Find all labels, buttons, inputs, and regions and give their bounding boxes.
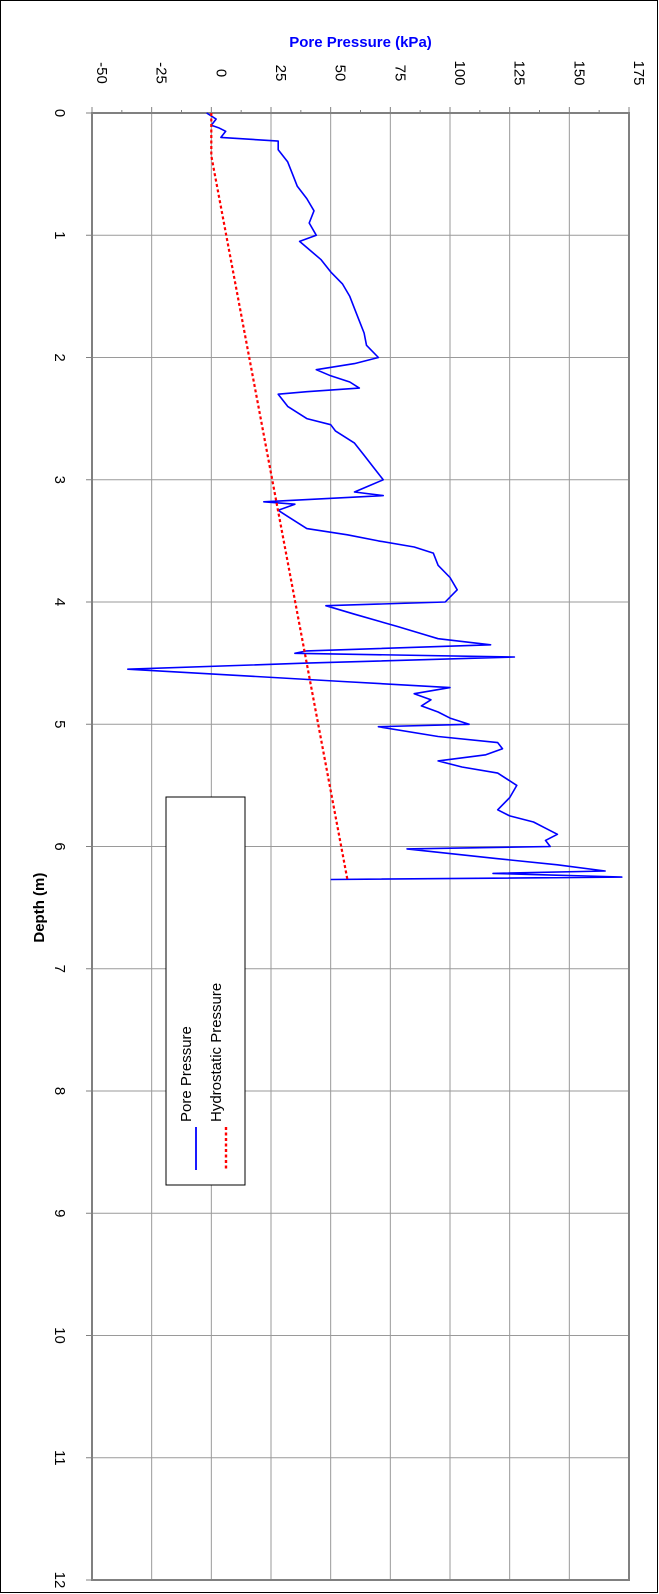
series-line-pore-pressure: [127, 112, 623, 881]
y-tick-label: 1: [51, 231, 68, 239]
y-tick-label: 7: [51, 965, 68, 973]
series-lines: [127, 112, 623, 881]
x-tick-label: 100: [451, 60, 468, 85]
y-tick-label: 11: [51, 1450, 68, 1466]
y-tick-label: 4: [51, 598, 68, 606]
plot-area-frame: [91, 112, 630, 1581]
x-tick-labels: -50 -25 0 25 50 75 100 125 150 175: [93, 60, 647, 85]
x-tick-label: 25: [272, 65, 289, 82]
x-tick-label: 150: [570, 60, 587, 85]
series-line-hydrostatic-pressure: [210, 113, 349, 880]
y-tick-label: 2: [51, 353, 68, 361]
x-tick-label: 75: [391, 65, 408, 82]
x-tick-label: 175: [630, 60, 647, 85]
x-axis-title: Pore Pressure (kPa): [289, 34, 432, 51]
y-axis-title: Depth (m): [31, 873, 48, 943]
x-tick-label: -50: [93, 62, 110, 84]
y-tick-label: 10: [51, 1327, 68, 1344]
legend-label-pore-pressure: Pore Pressure: [178, 1026, 195, 1122]
x-tick-label: 50: [332, 65, 349, 82]
axes: [86, 107, 630, 1581]
legend-box: [165, 796, 246, 1186]
y-tick-label: 9: [51, 1209, 68, 1217]
legend-label-hydrostatic-pressure: Hydrostatic Pressure: [208, 983, 225, 1122]
y-tick-label: 5: [51, 720, 68, 728]
y-tick-label: 3: [51, 476, 68, 484]
legend: Pore Pressure Hydrostatic Pressure: [165, 796, 246, 1186]
x-tick-label: 0: [212, 69, 229, 77]
y-tick-label: 12: [51, 1572, 68, 1589]
x-tick-label: 125: [511, 60, 528, 85]
y-tick-label: 6: [51, 842, 68, 850]
y-tick-label: 0: [51, 109, 68, 117]
x-tick-label: -25: [153, 62, 170, 84]
y-tick-label: 8: [51, 1087, 68, 1095]
